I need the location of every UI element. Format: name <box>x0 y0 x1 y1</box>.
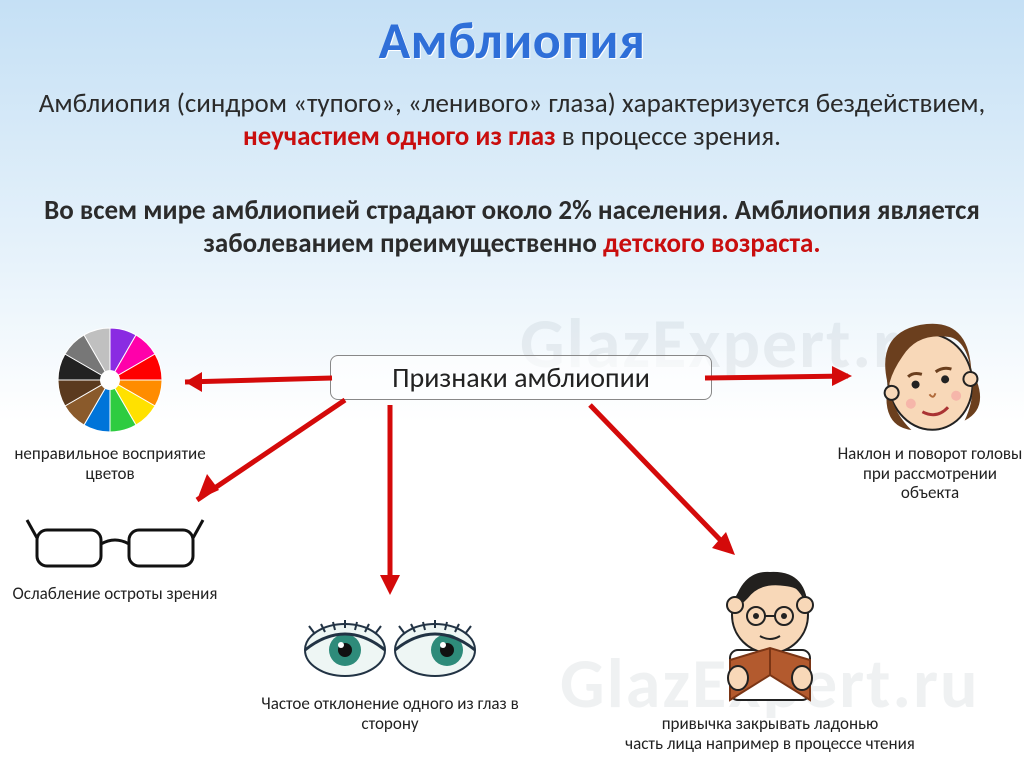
p2-t1: Во всем мире амблиопией страдают около 2… <box>44 194 980 260</box>
headtilt-label-1: Наклон и поворот головы <box>835 444 1024 464</box>
intro-paragraph-1: Амблиопия (синдром «тупого», «ленивого» … <box>0 88 1024 154</box>
p1-t2: в процессе зрения. <box>556 120 781 153</box>
colorwheel-label: неправильное восприятие цветов <box>0 444 220 483</box>
headtilt-label-2: при рассмотрении объекта <box>835 464 1024 503</box>
p1-t1: Амблиопия (синдром «тупого», «ленивого» … <box>39 87 986 120</box>
arrow-to-reading <box>580 400 760 570</box>
sign-headtilt: Наклон и поворот головы при рассмотрении… <box>835 310 1024 503</box>
glasses-label: Ослабление остроты зрения <box>0 584 230 604</box>
sign-reading: привычка закрывать ладонью часть лица на… <box>620 560 920 753</box>
colorwheel-icon <box>50 320 170 440</box>
reading-label-2: часть лица например в процессе чтения <box>620 734 920 754</box>
reading-label-1: привычка закрывать ладонью <box>620 714 920 734</box>
sign-eyes: Частое отклонение одного из глаз в сторо… <box>260 610 520 733</box>
intro-paragraph-2: Во всем мире амблиопией страдают около 2… <box>0 195 1024 261</box>
eyes-label: Частое отклонение одного из глаз в сторо… <box>260 694 520 733</box>
page-title: Амблиопия <box>0 8 1024 72</box>
p1-hl: неучастием одного из глаз <box>243 120 556 153</box>
eyes-icon <box>290 610 490 690</box>
sign-glasses: Ослабление остроты зрения <box>0 510 230 604</box>
slide: Амблиопия Амблиопия (синдром «тупого», «… <box>0 0 1024 767</box>
p2-hl: детского возраста. <box>603 227 821 260</box>
reading-child-icon <box>690 560 850 710</box>
glasses-icon <box>25 510 205 580</box>
head-tilt-icon <box>865 310 995 440</box>
diagram-center-label: Признаки амблиопии <box>330 355 712 400</box>
arrow-to-eyes <box>360 400 420 610</box>
sign-colorwheel: неправильное восприятие цветов <box>0 320 220 483</box>
